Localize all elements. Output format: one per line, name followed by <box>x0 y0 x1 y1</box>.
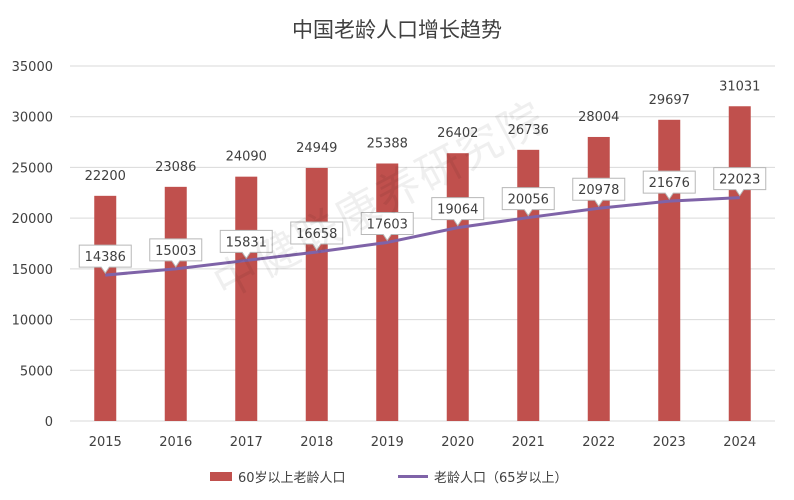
x-tick-label: 2015 <box>89 435 122 450</box>
bar <box>164 186 187 421</box>
legend-item-line: 老龄人口（65岁以上） <box>398 466 568 486</box>
bar-data-label: 24090 <box>226 150 267 165</box>
line-callout-box <box>360 211 414 242</box>
bar-data-label: 26402 <box>437 126 478 141</box>
line-data-label: 17603 <box>367 217 408 232</box>
x-tick-label: 2021 <box>512 435 545 450</box>
line-data-label: 22023 <box>719 173 760 188</box>
y-tick-label: 30000 <box>12 111 53 126</box>
line-callout-box <box>78 244 132 274</box>
line-callout-box <box>290 221 344 251</box>
x-tick-label: 2018 <box>300 435 333 450</box>
bar-data-label: 23086 <box>155 160 196 175</box>
bar <box>446 153 469 421</box>
x-tick-label: 2022 <box>582 435 615 450</box>
line-data-label: 15831 <box>226 235 267 250</box>
chart-title: 中国老龄人口增长趋势 <box>292 18 502 42</box>
y-tick-label: 5000 <box>20 364 53 379</box>
bar-data-label: 26736 <box>508 123 549 138</box>
x-tick-label: 2019 <box>371 435 404 450</box>
line-callout-box <box>501 187 555 217</box>
bar-data-label: 28004 <box>578 110 619 125</box>
x-tick-label: 2023 <box>653 435 686 450</box>
line-callout-box <box>149 238 203 268</box>
bar-data-label: 25388 <box>367 136 408 151</box>
bar-data-label: 24949 <box>296 141 337 156</box>
line-callout-box <box>572 177 626 208</box>
y-tick-label: 25000 <box>12 161 53 176</box>
x-tick-label: 2016 <box>159 435 192 450</box>
bar <box>94 195 117 421</box>
line-data-label: 20978 <box>578 183 619 198</box>
line-callout-box <box>642 170 696 201</box>
line-data-label: 16658 <box>296 227 337 242</box>
bar <box>658 119 681 422</box>
line-data-label: 19064 <box>437 203 478 218</box>
x-tick-label: 2017 <box>230 435 263 450</box>
x-tick-label: 2024 <box>723 435 756 450</box>
bar <box>728 106 751 421</box>
line-data-label: 15003 <box>155 244 196 259</box>
legend-line-swatch <box>398 474 428 478</box>
legend-bar-label: 60岁以上老龄人口 <box>238 470 346 486</box>
line-series <box>105 196 740 277</box>
y-tick-label: 0 <box>45 415 53 430</box>
bar-data-label: 31031 <box>719 79 760 94</box>
y-tick-label: 20000 <box>12 212 53 227</box>
y-tick-label: 35000 <box>12 60 53 75</box>
line-data-label: 20056 <box>508 193 549 208</box>
line-data-label: 21676 <box>649 176 690 191</box>
line-callout-box <box>713 167 767 197</box>
line-callout-box <box>219 229 273 260</box>
line-callout-box <box>431 197 485 227</box>
bar-data-label: 22200 <box>85 169 126 184</box>
legend-line-label: 老龄人口（65岁以上） <box>434 470 568 486</box>
bar-data-label: 29697 <box>649 93 690 108</box>
x-tick-label: 2020 <box>441 435 474 450</box>
legend-item-bar: 60岁以上老龄人口 <box>210 466 346 486</box>
y-tick-label: 10000 <box>12 314 53 329</box>
line-data-label: 14386 <box>85 250 126 265</box>
y-tick-label: 15000 <box>12 263 53 278</box>
legend-bar-swatch <box>210 471 232 481</box>
